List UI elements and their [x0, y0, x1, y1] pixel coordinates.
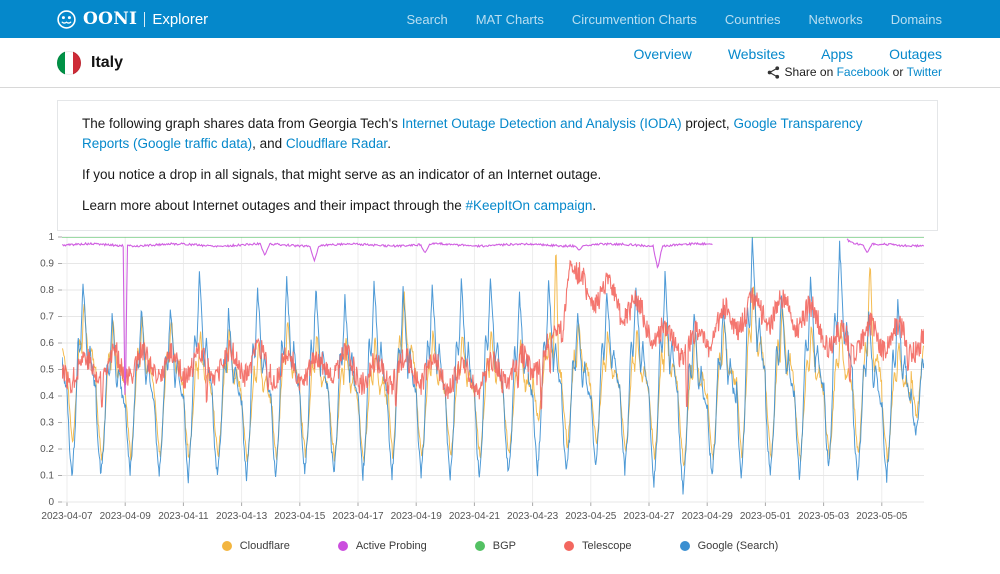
svg-text:2023-04-17: 2023-04-17: [332, 511, 384, 522]
svg-text:2023-04-13: 2023-04-13: [216, 511, 268, 522]
top-navbar: OONI Explorer Search MAT Charts Circumvent…: [0, 0, 1000, 38]
bgp-legend-dot-icon: [474, 541, 485, 551]
country-header-right: Overview Websites Apps Outages Share on Fac…: [597, 46, 942, 79]
svg-text:0.1: 0.1: [40, 471, 54, 482]
ooni-logo-icon: [57, 9, 76, 29]
ooni-explorer-logo[interactable]: OONI Explorer: [57, 9, 208, 29]
outage-signals-plot[interactable]: 2023-04-07 2023-04-09 2023-04-11 2023-04-13…: [0, 225, 1000, 535]
google-transparency-link[interactable]: Google Transparency Reports (Google traf…: [82, 116, 863, 151]
series-telescope-line: [62, 259, 924, 410]
svg-text:0.7: 0.7: [40, 312, 54, 323]
series-google-search-line: [62, 237, 924, 495]
info-card: The following graph shares data from Geo…: [57, 100, 938, 231]
brand-ooni: OONI: [83, 9, 138, 29]
svg-text:2023-04-07: 2023-04-07: [41, 511, 93, 522]
share-row: Share on Facebook or Twitter: [767, 65, 942, 79]
legend-item-active-probing[interactable]: Active Probing: [337, 540, 427, 552]
chart-legend: Cloudflare Active Probing BGP Telescope Goog…: [0, 540, 1000, 552]
active-probing-legend-dot-icon: [337, 541, 348, 551]
svg-text:2023-04-19: 2023-04-19: [391, 511, 443, 522]
svg-text:2023-04-09: 2023-04-09: [100, 511, 152, 522]
navbar-links: Search MAT Charts Circumvention Charts Coun…: [379, 12, 942, 27]
tab-websites[interactable]: Websites: [727, 46, 786, 62]
country-header: Italy Overview Websites Apps Outages Share …: [0, 38, 1000, 88]
legend-label: Cloudflare: [239, 540, 290, 552]
svg-text:0.5: 0.5: [40, 365, 54, 376]
info-paragraph: If you notice a drop in all signals, tha…: [82, 167, 602, 182]
country-title: Italy: [91, 53, 124, 71]
svg-text:0.2: 0.2: [40, 444, 54, 455]
info-paragraph: Learn more about Internet outages and th…: [82, 198, 597, 213]
legend-label: Google (Search): [697, 540, 779, 552]
svg-text:1: 1: [48, 232, 54, 243]
tab-overview[interactable]: Overview: [633, 46, 692, 62]
share-icon: [767, 65, 779, 79]
keepiton-link[interactable]: #KeepItOn campaign: [465, 198, 593, 213]
series-active-probing-line: [62, 241, 713, 395]
share-prefix: Share on: [784, 65, 834, 79]
svg-text:0.4: 0.4: [40, 391, 54, 402]
svg-text:2023-05-01: 2023-05-01: [740, 511, 792, 522]
svg-text:2023-04-21: 2023-04-21: [449, 511, 501, 522]
tab-outages[interactable]: Outages: [889, 46, 942, 62]
svg-text:2023-05-03: 2023-05-03: [798, 511, 850, 522]
share-facebook-link[interactable]: Facebook: [836, 65, 890, 79]
brand-explorer: Explorer: [152, 10, 209, 28]
share-middle: or: [892, 65, 904, 79]
svg-text:0.9: 0.9: [40, 259, 54, 270]
cloudflare-legend-dot-icon: [221, 541, 232, 551]
telescope-legend-dot-icon: [564, 541, 575, 551]
nav-circumvention-charts[interactable]: Circumvention Charts: [571, 11, 697, 27]
brand-divider: [144, 11, 146, 27]
cloudflare-radar-link[interactable]: Cloudflare Radar: [285, 136, 388, 151]
legend-label: BGP: [492, 540, 517, 552]
country-heading: Italy: [57, 50, 124, 75]
legend-item-cloudflare[interactable]: Cloudflare: [221, 540, 290, 552]
ioda-link[interactable]: Internet Outage Detection and Analysis (…: [401, 116, 682, 131]
country-tabs: Overview Websites Apps Outages: [597, 46, 942, 62]
series-active-probing-line: [846, 238, 924, 254]
svg-text:0.8: 0.8: [40, 285, 54, 296]
svg-text:2023-04-27: 2023-04-27: [623, 511, 675, 522]
italy-flag-icon: [57, 50, 81, 75]
legend-item-telescope[interactable]: Telescope: [564, 540, 632, 552]
legend-item-bgp[interactable]: BGP: [474, 540, 517, 552]
legend-label: Active Probing: [355, 540, 427, 552]
svg-text:2023-04-29: 2023-04-29: [682, 511, 734, 522]
tab-apps[interactable]: Apps: [821, 46, 854, 62]
nav-countries[interactable]: Countries: [724, 11, 781, 27]
google-search-legend-dot-icon: [679, 541, 690, 551]
svg-text:0: 0: [48, 497, 54, 508]
nav-search[interactable]: Search: [406, 11, 448, 27]
outage-signals-chart[interactable]: 2023-04-07 2023-04-09 2023-04-11 2023-04-13…: [0, 225, 1000, 535]
nav-networks[interactable]: Networks: [808, 11, 863, 27]
svg-text:2023-04-23: 2023-04-23: [507, 511, 559, 522]
svg-text:0.6: 0.6: [40, 338, 54, 349]
info-paragraph: The following graph shares data from Geo…: [82, 116, 863, 151]
nav-mat-charts[interactable]: MAT Charts: [475, 11, 544, 27]
svg-text:2023-05-05: 2023-05-05: [856, 511, 908, 522]
svg-text:2023-04-15: 2023-04-15: [274, 511, 326, 522]
legend-item-google-search[interactable]: Google (Search): [679, 540, 779, 552]
svg-text:2023-04-25: 2023-04-25: [565, 511, 617, 522]
share-twitter-link[interactable]: Twitter: [906, 65, 942, 79]
svg-text:2023-04-11: 2023-04-11: [158, 511, 209, 522]
svg-text:0.3: 0.3: [40, 418, 54, 429]
nav-domains[interactable]: Domains: [890, 11, 942, 27]
legend-label: Telescope: [582, 540, 632, 552]
